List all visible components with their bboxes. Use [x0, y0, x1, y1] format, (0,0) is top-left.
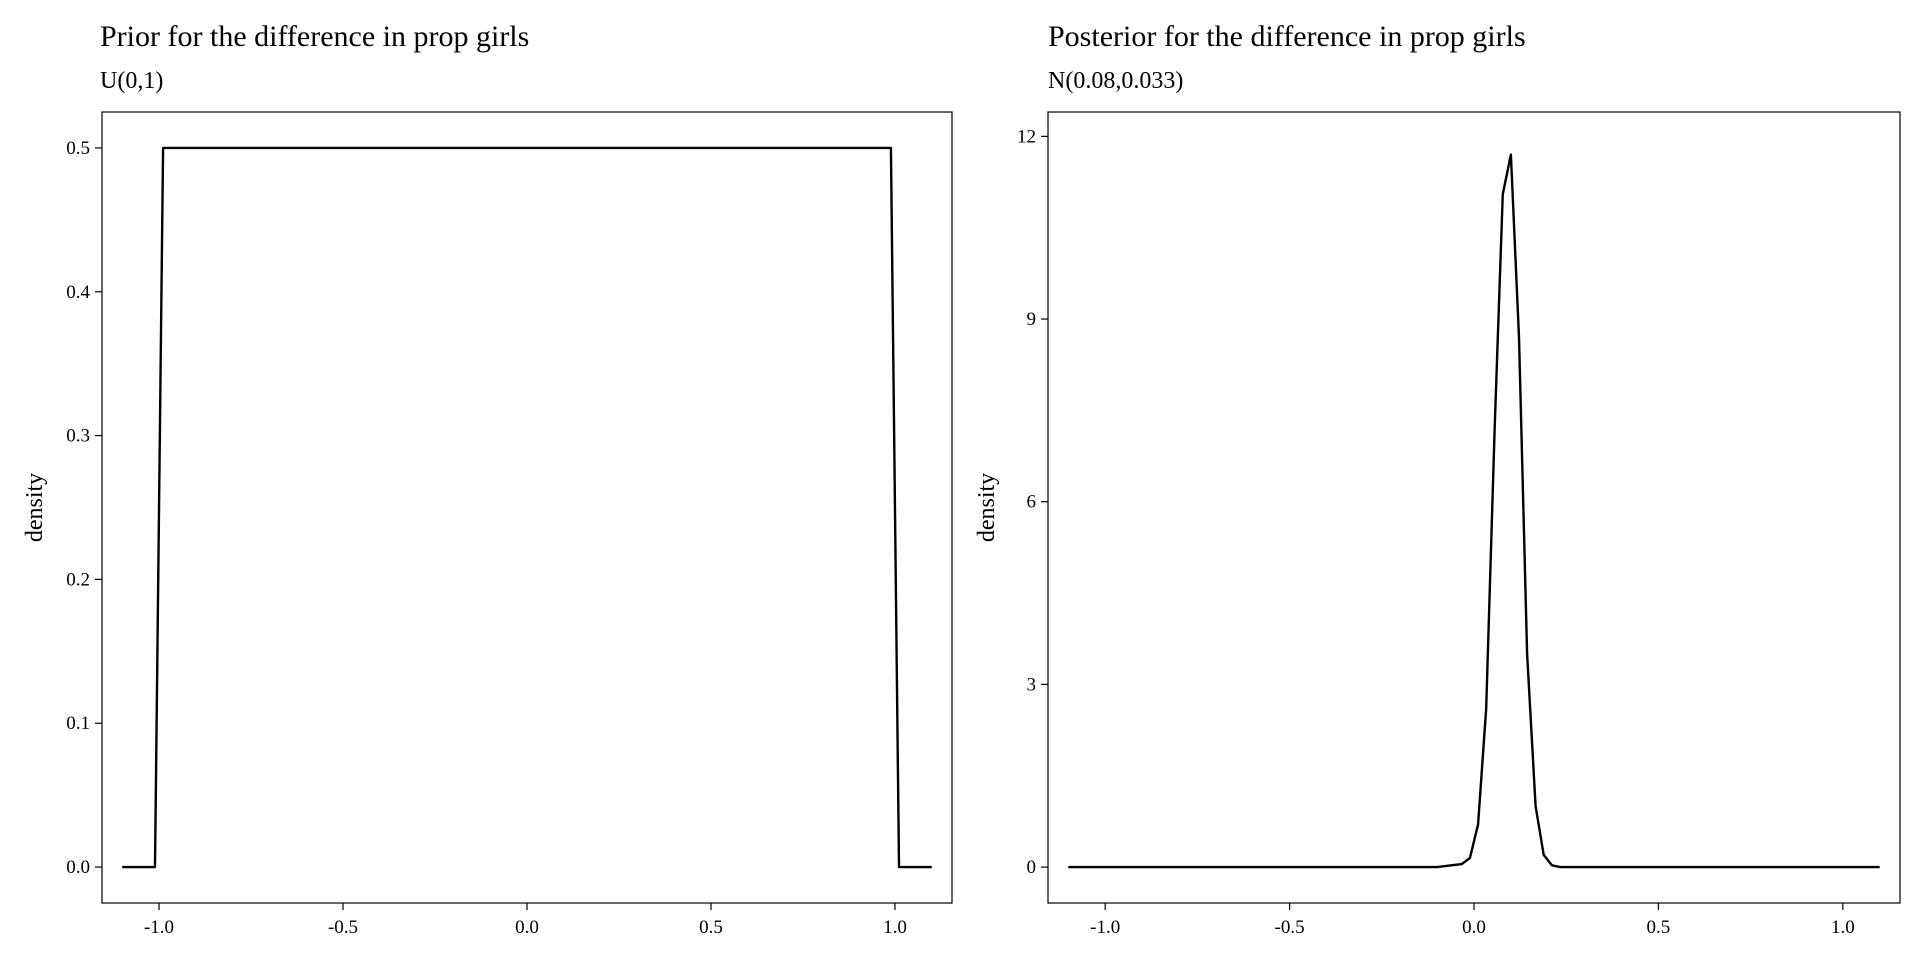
y-tick-label: 0.0	[66, 857, 90, 878]
prior-density-plot: -1.0 -0.5 0.0 0.5 1.0 0.0 0.1 0.2 0.3 0.4 0.5 densi…	[22, 111, 953, 938]
y-tick-label: 9	[1027, 309, 1037, 330]
y-tick-label: 6	[1027, 492, 1037, 513]
prior-chart-panel: Prior for the difference in prop girls U…	[22, 20, 953, 938]
y-tick-label: 3	[1027, 674, 1037, 695]
plot-frame	[101, 111, 953, 904]
x-tick-label: -0.5	[328, 917, 358, 938]
x-tick-label: 1.0	[1831, 917, 1855, 938]
x-tick-label: 0.5	[699, 917, 723, 938]
density-line	[1068, 153, 1880, 869]
chart-subtitle: U(0,1)	[100, 68, 164, 94]
y-axis-label: density	[974, 473, 1000, 542]
y-tick-label: 0.2	[66, 569, 90, 590]
posterior-density-plot: -1.0 -0.5 0.0 0.5 1.0 0 3 6 9 12 density	[974, 111, 1901, 938]
x-tick-label: -1.0	[144, 917, 174, 938]
chart-subtitle: N(0.08,0.033)	[1048, 68, 1184, 94]
x-tick-label: -0.5	[1275, 917, 1305, 938]
y-tick-label: 0.5	[66, 138, 90, 159]
x-tick-label: -1.0	[1090, 917, 1120, 938]
x-tick-label: 1.0	[883, 917, 907, 938]
y-tick-label: 0.1	[66, 713, 90, 734]
plot-frame	[1047, 111, 1901, 904]
posterior-chart-panel: Posterior for the difference in prop gir…	[960, 0, 1920, 960]
y-tick-label: 12	[1017, 126, 1036, 147]
y-tick-label: 0.4	[66, 282, 90, 303]
y-tick-label: 0.3	[66, 426, 90, 447]
x-tick-label: 0.0	[1462, 917, 1486, 938]
chart-title: Prior for the difference in prop girls	[100, 20, 530, 53]
x-tick-label: 0.5	[1647, 917, 1671, 938]
y-axis-label: density	[22, 473, 48, 542]
density-line	[122, 146, 932, 869]
x-tick-label: 0.0	[515, 917, 539, 938]
chart-title: Posterior for the difference in prop gir…	[1048, 20, 1526, 53]
y-tick-label: 0	[1027, 857, 1037, 878]
